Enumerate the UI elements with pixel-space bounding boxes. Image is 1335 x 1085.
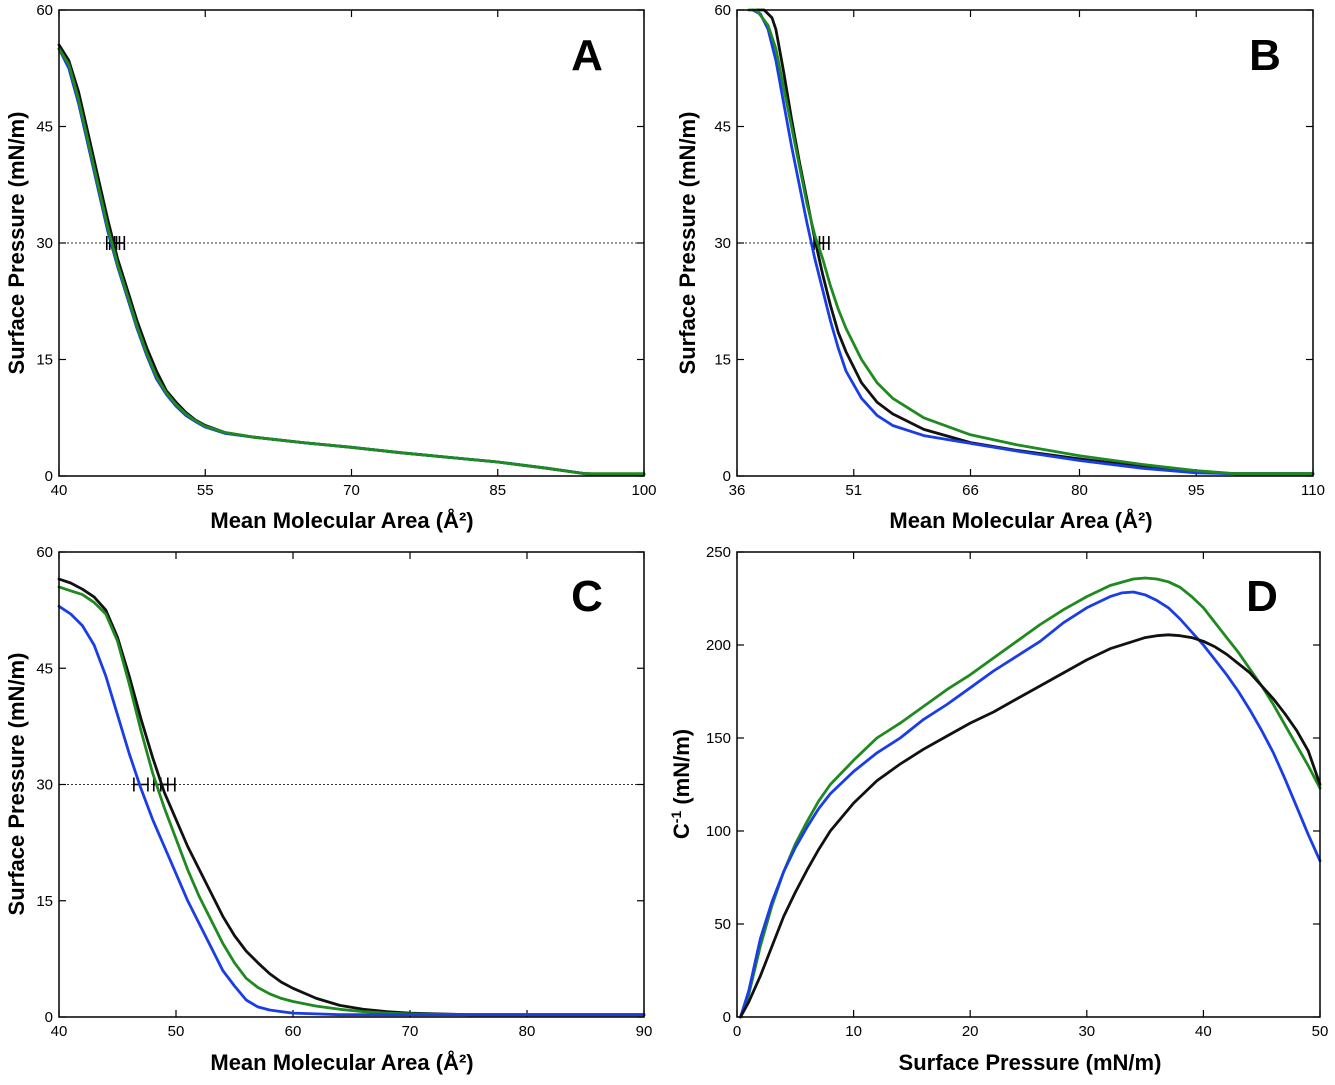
panel-a-y-axis-title: Surface Pressure (mN/m) (4, 112, 29, 375)
panel-b-series (747, 8, 1315, 476)
panel-c-x-tick-label-4: 80 (519, 1023, 536, 1040)
panel-d: 0 50 100 150 200 250 0 10 20 30 40 50 D Surface Pr… (668, 544, 1328, 1075)
panel-d-x-tick-label-0: 0 (733, 1023, 741, 1040)
panel-a-x-tick-label-1: 55 (197, 482, 214, 499)
panel-c-yticks: 0 15 30 45 60 (36, 544, 644, 1026)
panel-b-y-tick-label-4: 60 (714, 2, 731, 19)
panel-c-frame (58, 551, 645, 1018)
panel-d-frame (736, 551, 1321, 1018)
panel-c-y-tick-label-3: 45 (36, 660, 53, 677)
panel-a-x-axis-title: Mean Molecular Area (Å²) (210, 507, 473, 533)
panel-d-series (739, 576, 1322, 1019)
panel-b-x-tick-label-3: 80 (1071, 482, 1088, 499)
panel-b-y-axis-title: Surface Pressure (mN/m) (675, 112, 700, 375)
panel-c-series (57, 577, 646, 1017)
panel-d-x-tick-label-5: 50 (1312, 1023, 1329, 1040)
panel-a-letter: A (571, 31, 603, 80)
panel-a-series-line-2 (57, 47, 646, 476)
panel-c-series-line-1 (57, 585, 646, 1017)
panel-d-y-axis-title-sup: -1 (668, 811, 684, 824)
panel-b-x-tick-label-2: 66 (962, 482, 979, 499)
panel-b-y-tick-label-2: 30 (714, 235, 731, 252)
panel-c-x-tick-label-0: 40 (51, 1023, 68, 1040)
panel-d-x-tick-label-2: 20 (962, 1023, 979, 1040)
panel-b-x-axis-title: Mean Molecular Area (Å²) (889, 507, 1152, 533)
panel-a-series-line-1 (57, 47, 646, 476)
panel-d-xticks: 0 10 20 30 40 50 (733, 552, 1329, 1040)
panel-d-series-line-0 (739, 576, 1322, 1019)
panel-c-y-tick-label-0: 0 (45, 1009, 53, 1026)
panel-a-xticks: 40 55 70 85 100 (51, 10, 657, 499)
panel-d-x-tick-label-3: 30 (1078, 1023, 1095, 1040)
panel-a-frame (58, 9, 645, 477)
panel-c-x-tick-label-5: 90 (636, 1023, 653, 1040)
panel-c-y-axis-title: Surface Pressure (mN/m) (4, 653, 29, 916)
panel-b-x-tick-label-4: 95 (1188, 482, 1205, 499)
panel-a-x-tick-label-2: 70 (343, 482, 360, 499)
panel-a-y-tick-label-3: 45 (36, 119, 53, 136)
panel-c-series-line-2 (57, 604, 646, 1017)
panel-b-series-line-0 (755, 8, 1315, 476)
panel-c-y-tick-label-4: 60 (36, 544, 53, 561)
panel-a-x-tick-label-0: 40 (51, 482, 68, 499)
panel-d-y-tick-label-5: 250 (706, 544, 731, 561)
panel-a-x-tick-label-3: 85 (489, 482, 506, 499)
panel-d-series-line-2 (739, 633, 1322, 1019)
panel-c-letter: C (571, 572, 603, 621)
panel-a-y-tick-label-0: 0 (45, 468, 53, 485)
panel-d-y-tick-label-0: 0 (723, 1009, 731, 1026)
panel-c-x-tick-label-2: 60 (285, 1023, 302, 1040)
panel-a-y-tick-label-2: 30 (36, 235, 53, 252)
panel-b-frame (736, 9, 1314, 477)
panel-d-x-axis-title: Surface Pressure (mN/m) (899, 1050, 1162, 1075)
panel-b-series-line-1 (751, 8, 1315, 476)
panel-a-y-tick-label-1: 15 (36, 352, 53, 369)
panel-a-y-tick-label-4: 60 (36, 2, 53, 19)
panel-d-x-tick-label-1: 10 (845, 1023, 862, 1040)
panel-d-letter: D (1246, 572, 1278, 621)
panel-b-x-tick-label-0: 36 (729, 482, 746, 499)
panel-b-yticks: 0 15 30 45 60 (714, 2, 1313, 485)
panel-c-y-tick-label-1: 15 (36, 893, 53, 910)
panel-a-series (57, 43, 646, 476)
panel-a-yticks: 0 15 30 45 60 (36, 2, 644, 485)
panel-d-y-tick-label-3: 150 (706, 730, 731, 747)
panel-c: 0 15 30 45 60 40 50 60 70 80 90 C Mean Molecular … (4, 544, 652, 1075)
panel-b-letter: B (1249, 31, 1281, 80)
panel-a-x-tick-label-4: 100 (631, 482, 656, 499)
panel-d-y-tick-label-4: 200 (706, 637, 731, 654)
panel-c-series-line-0 (57, 577, 646, 1017)
panel-b-series-line-2 (747, 8, 1315, 476)
panel-d-y-axis-title-main: C (669, 823, 694, 839)
panel-d-y-tick-label-1: 50 (714, 916, 731, 933)
panel-c-x-tick-label-1: 50 (168, 1023, 185, 1040)
panel-d-y-tick-label-2: 100 (706, 823, 731, 840)
panel-b-x-tick-label-5: 110 (1301, 482, 1325, 499)
panel-c-xticks: 40 50 60 70 80 90 (51, 552, 653, 1040)
panel-d-y-axis-title: C-1 (mN/m) (668, 729, 694, 839)
panel-a-series-line-0 (57, 43, 646, 476)
panel-b: 0 15 30 45 60 36 51 66 80 95 110 B Mean Molecular… (675, 2, 1325, 533)
panel-d-y-axis-title-rest: (mN/m) (669, 729, 694, 811)
panel-d-series-line-1 (739, 590, 1322, 1019)
panel-c-y-tick-label-2: 30 (36, 777, 53, 794)
panel-c-x-tick-label-3: 70 (402, 1023, 419, 1040)
panel-b-x-tick-label-1: 51 (845, 482, 862, 499)
panel-d-yticks: 0 50 100 150 200 250 (706, 544, 1320, 1026)
panel-b-y-tick-label-0: 0 (723, 468, 731, 485)
panel-c-x-axis-title: Mean Molecular Area (Å²) (210, 1049, 473, 1075)
panel-d-x-tick-label-4: 40 (1195, 1023, 1212, 1040)
panel-b-y-tick-label-1: 15 (714, 352, 731, 369)
panel-a: 0 15 30 45 60 40 55 70 85 100 A Mean Molecular A… (4, 2, 657, 533)
panel-b-y-tick-label-3: 45 (714, 119, 731, 136)
